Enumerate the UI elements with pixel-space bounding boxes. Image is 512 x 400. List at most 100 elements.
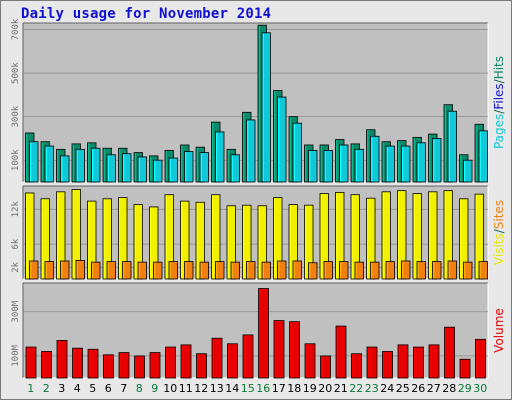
bar-sites-day-29-highlight xyxy=(464,262,466,279)
bar-hits-day-13-highlight xyxy=(212,122,214,182)
bar-sites-day-25 xyxy=(401,260,411,280)
bar-volume-day-13 xyxy=(211,337,223,379)
bar-visits-day-22-highlight xyxy=(351,195,353,279)
bar-sites-day-19-highlight xyxy=(309,263,311,279)
bar-volume-day-8 xyxy=(134,355,145,379)
bar-files-day-19-highlight xyxy=(309,151,311,182)
bar-sites-day-16 xyxy=(261,261,271,280)
bar-volume-day-22-highlight xyxy=(352,354,354,378)
bar-files-day-20-highlight xyxy=(324,151,326,182)
bar-volume-day-1-highlight xyxy=(26,347,28,378)
bar-volume-day-11 xyxy=(180,344,192,379)
bar-hits-day-1-highlight xyxy=(26,133,28,182)
x-tick-label-day-4: 4 xyxy=(74,382,81,395)
bar-hits-day-30-highlight xyxy=(475,124,477,182)
bar-visits-day-25-highlight xyxy=(398,191,400,279)
bar-sites-day-3-highlight xyxy=(61,261,63,279)
bar-volume-day-21-highlight xyxy=(336,326,338,378)
bar-hits-day-8-highlight xyxy=(134,153,136,182)
bar-sites-day-30-highlight xyxy=(479,262,481,279)
bar-volume-day-30 xyxy=(475,338,486,379)
bar-visits-day-19-highlight xyxy=(305,205,307,279)
x-tick-label-day-2: 2 xyxy=(43,382,50,395)
bar-sites-day-6-highlight xyxy=(107,262,109,279)
bar-volume-day-28 xyxy=(444,326,455,379)
bar-volume-day-16 xyxy=(258,288,269,379)
bar-hits-day-4-highlight xyxy=(72,144,74,182)
bar-sites-day-7 xyxy=(122,261,132,280)
bar-files-day-13-highlight xyxy=(216,132,218,182)
bar-sites-day-6 xyxy=(106,261,116,280)
bar-files-day-27-highlight xyxy=(433,139,435,182)
bar-files-day-5 xyxy=(91,147,101,183)
bar-volume-day-7 xyxy=(118,352,130,379)
bar-sites-day-24-highlight xyxy=(386,262,388,279)
bar-sites-day-28 xyxy=(447,260,457,280)
bar-files-day-20 xyxy=(323,150,333,183)
bar-files-day-24-highlight xyxy=(386,146,388,182)
bar-files-day-24 xyxy=(385,145,395,183)
y-tick-label: 6k xyxy=(11,238,21,249)
bar-files-day-18-highlight xyxy=(293,123,295,182)
x-tick-label-day-21: 21 xyxy=(334,382,348,395)
bar-files-day-29-highlight xyxy=(464,160,466,182)
bar-volume-day-28-highlight xyxy=(445,327,447,378)
bar-volume-day-6 xyxy=(103,354,114,379)
bar-files-day-3 xyxy=(60,155,70,183)
bar-sites-day-22 xyxy=(354,261,364,280)
bar-files-day-29 xyxy=(463,159,473,183)
bar-files-day-25 xyxy=(401,145,411,183)
bar-volume-day-27 xyxy=(428,344,440,379)
bar-hits-day-19-highlight xyxy=(305,145,307,182)
bar-files-day-1-highlight xyxy=(30,142,32,182)
bar-files-day-26-highlight xyxy=(417,143,419,182)
bar-files-day-15 xyxy=(246,119,256,183)
bar-sites-day-12-highlight xyxy=(200,262,202,279)
x-tick-label-day-6: 6 xyxy=(105,382,112,395)
bar-sites-day-12 xyxy=(199,261,209,280)
bar-volume-day-12-highlight xyxy=(197,354,199,378)
x-tick-label-day-30: 30 xyxy=(473,382,487,395)
bar-volume-day-24-highlight xyxy=(383,352,385,378)
bar-hits-day-11-highlight xyxy=(181,145,183,182)
panel-legend-2: Visits/Sites xyxy=(492,200,506,265)
bar-files-day-11 xyxy=(184,151,194,183)
bar-sites-day-20 xyxy=(323,261,333,280)
bar-files-day-9 xyxy=(153,159,163,183)
bar-visits-day-28-highlight xyxy=(444,191,446,279)
bar-volume-day-20-highlight xyxy=(321,356,323,378)
bar-visits-day-5-highlight xyxy=(88,201,90,279)
bar-volume-day-26-highlight xyxy=(414,347,416,378)
bar-visits-day-16-highlight xyxy=(258,206,260,279)
y-tick-label: 100M xyxy=(11,344,21,366)
bar-volume-day-17 xyxy=(273,320,285,379)
legend-text: Pages xyxy=(492,114,506,149)
bar-volume-day-2-highlight xyxy=(42,352,44,378)
bar-volume-day-5-highlight xyxy=(88,349,90,378)
x-tick-label-day-17: 17 xyxy=(272,382,286,395)
bar-volume-day-4 xyxy=(72,347,83,379)
bar-sites-day-22-highlight xyxy=(355,262,357,279)
x-tick-label-day-18: 18 xyxy=(287,382,301,395)
x-tick-label-day-3: 3 xyxy=(58,382,65,395)
bar-files-day-6-highlight xyxy=(107,155,109,182)
bar-sites-day-28-highlight xyxy=(448,261,450,279)
bar-sites-day-17 xyxy=(277,260,287,280)
bar-volume-day-26 xyxy=(413,346,424,379)
bar-sites-day-5 xyxy=(91,261,101,280)
bar-volume-day-14 xyxy=(227,343,238,379)
bar-files-day-10 xyxy=(168,157,178,183)
bar-volume-day-18 xyxy=(289,321,300,379)
bar-hits-day-24-highlight xyxy=(382,142,384,182)
bar-sites-day-11 xyxy=(184,261,194,280)
bar-sites-day-21-highlight xyxy=(340,262,342,279)
bar-files-day-5-highlight xyxy=(92,148,94,182)
bar-visits-day-15-highlight xyxy=(243,205,245,279)
bar-sites-day-15-highlight xyxy=(247,262,249,279)
bar-sites-day-18-highlight xyxy=(293,261,295,279)
bar-visits-day-6-highlight xyxy=(103,199,105,279)
bar-files-day-21-highlight xyxy=(340,145,342,182)
chart-title: Daily usage for November 2014 xyxy=(21,6,272,22)
bar-volume-day-10 xyxy=(165,346,176,379)
